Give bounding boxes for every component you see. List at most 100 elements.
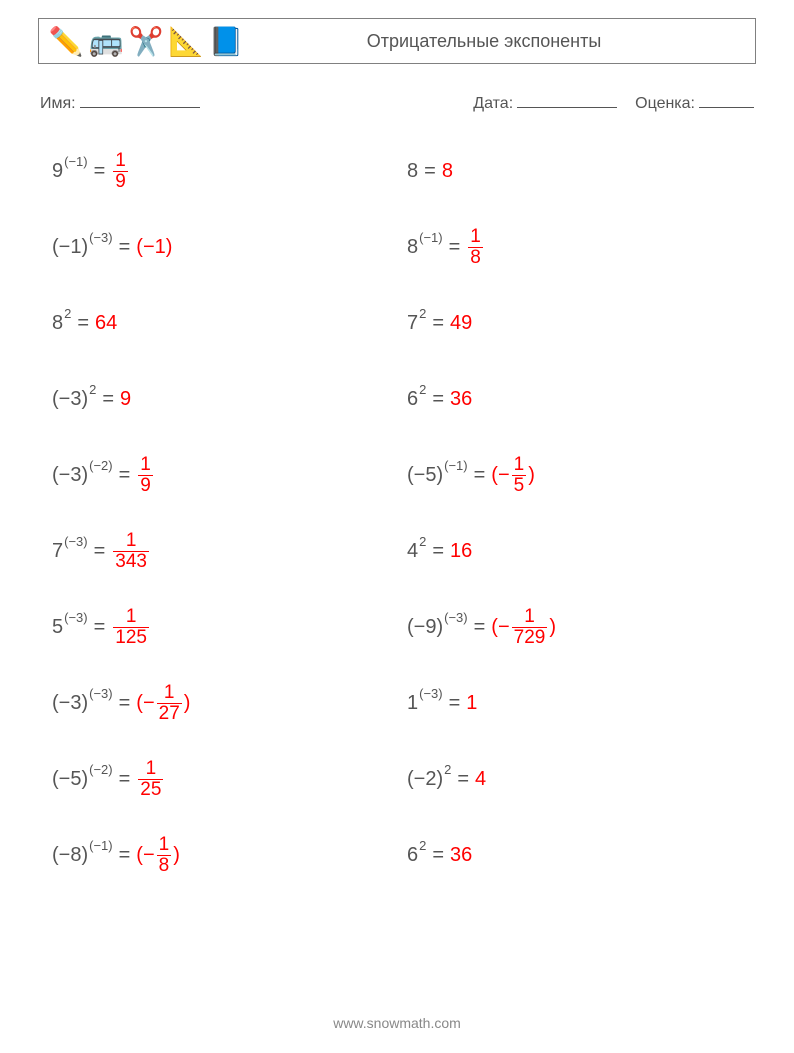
equals-sign: = [432, 540, 444, 563]
answer: 64 [95, 312, 117, 335]
equals-sign: = [94, 540, 106, 563]
problems-grid: 9(−1)=198=8(−1)(−3)=(−1)8(−1)=1882=6472=… [38, 147, 756, 879]
problem: 1(−3)=1 [407, 679, 742, 727]
equals-sign: = [474, 616, 486, 639]
denominator: 9 [113, 171, 128, 192]
fraction: 19 [113, 151, 128, 192]
exponent: (−3) [419, 686, 442, 701]
base: (−8) [52, 844, 88, 867]
equals-sign: = [449, 236, 461, 259]
base: (−5) [407, 464, 443, 487]
denominator: 729 [512, 627, 548, 648]
scissors-icon: ✂️ [129, 24, 163, 58]
problem: (−3)2=9 [52, 375, 387, 423]
fraction: 125 [138, 759, 163, 800]
expression: (−9)(−3) [407, 616, 468, 639]
fraction: 1729 [512, 607, 548, 648]
base: (−3) [52, 388, 88, 411]
exponent: 2 [64, 306, 71, 321]
base: 6 [407, 844, 418, 867]
base: 5 [52, 616, 63, 639]
answer: (−1) [136, 236, 172, 259]
base: 8 [52, 312, 63, 335]
name-blank [80, 92, 200, 108]
base: 8 [407, 160, 418, 183]
numerator: 1 [522, 607, 537, 627]
equals-sign: = [432, 388, 444, 411]
numerator: 1 [157, 835, 172, 855]
denominator: 125 [113, 627, 149, 648]
base: (−3) [52, 464, 88, 487]
base: (−9) [407, 616, 443, 639]
problem: 5(−3) = 1125 [52, 603, 387, 651]
equals-sign: = [424, 160, 436, 183]
exponent: (−2) [89, 458, 112, 473]
fraction: 127 [157, 683, 182, 724]
numerator: 1 [113, 151, 128, 171]
fraction: 18 [468, 227, 483, 268]
answer: 19 [111, 151, 130, 192]
answer: 36 [450, 388, 472, 411]
numerator: 1 [124, 607, 139, 627]
exponent: (−3) [444, 610, 467, 625]
answer: (−127) [136, 683, 190, 724]
protractor-icon: 📐 [169, 24, 203, 58]
base: 6 [407, 388, 418, 411]
expression: 62 [407, 388, 426, 411]
equals-sign: = [119, 692, 131, 715]
expression: (−3)(−2) [52, 464, 113, 487]
equals-sign: = [77, 312, 89, 335]
denominator: 9 [138, 475, 153, 496]
problem: 9(−1)=19 [52, 147, 387, 195]
exponent: (−1) [89, 838, 112, 853]
denominator: 8 [157, 855, 172, 876]
problem: 72=49 [407, 299, 742, 347]
answer: 125 [136, 759, 165, 800]
problem: 62 = 36 [407, 375, 742, 423]
problem: 42=16 [407, 527, 742, 575]
expression: 82 [52, 312, 71, 335]
fraction: 1343 [113, 531, 149, 572]
equals-sign: = [119, 768, 131, 791]
numerator: 1 [162, 683, 177, 703]
equals-sign: = [119, 844, 131, 867]
answer: 16 [450, 540, 472, 563]
exponent: (−3) [64, 610, 87, 625]
expression: (−3)2 [52, 388, 96, 411]
exponent: (−3) [64, 534, 87, 549]
equals-sign: = [119, 464, 131, 487]
fraction: 1125 [113, 607, 149, 648]
equals-sign: = [102, 388, 114, 411]
problem: 8(−1)=18 [407, 223, 742, 271]
pencil-icon: ✏️ [49, 24, 83, 58]
answer: 19 [136, 455, 155, 496]
base: 9 [52, 160, 63, 183]
expression: 5(−3) [52, 616, 88, 639]
numerator: 1 [124, 531, 139, 551]
grade-field: Оценка: [635, 92, 754, 113]
answer: (−15) [491, 455, 535, 496]
numerator: 1 [468, 227, 483, 247]
problem: (−3)(−3)=(−127) [52, 679, 387, 727]
exponent: 2 [444, 762, 451, 777]
date-blank [517, 92, 617, 108]
fraction: 18 [157, 835, 172, 876]
equals-sign: = [432, 312, 444, 335]
answer: 1 [466, 692, 477, 715]
numerator: 1 [512, 455, 527, 475]
equals-sign: = [457, 768, 469, 791]
equals-sign: = [449, 692, 461, 715]
answer: 49 [450, 312, 472, 335]
answer: 8 [442, 160, 453, 183]
problem: (−5)(−1)=(−15) [407, 451, 742, 499]
expression: 62 [407, 844, 426, 867]
equals-sign: = [94, 616, 106, 639]
numerator: 1 [144, 759, 159, 779]
problem: 7(−3)=1343 [52, 527, 387, 575]
expression: (−8)(−1) [52, 844, 113, 867]
exponent: 2 [419, 306, 426, 321]
denominator: 343 [113, 551, 149, 572]
expression: 8 [407, 160, 418, 183]
answer: (−1729) [491, 607, 556, 648]
answer: (−18) [136, 835, 180, 876]
